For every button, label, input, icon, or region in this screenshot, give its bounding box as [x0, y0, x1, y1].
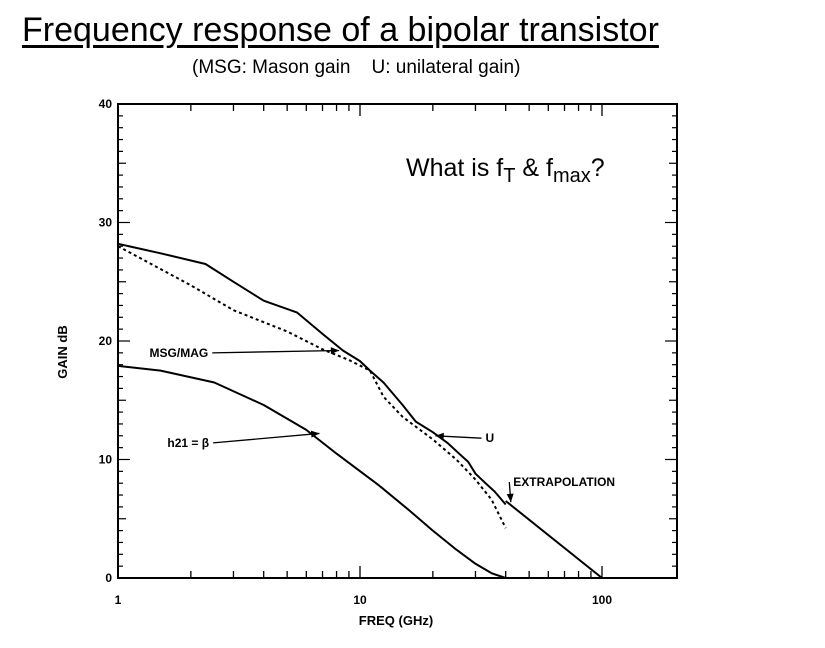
y-axis-label: GAIN dB — [55, 325, 70, 378]
annotation-arrowhead-h21 — [310, 430, 320, 438]
question-sub-max: max — [553, 165, 591, 187]
annotation-label-u: U — [485, 431, 494, 445]
axis-ticks — [118, 104, 677, 578]
annotation-label-msg-mag: MSG/MAG — [150, 346, 209, 360]
series-line-u — [117, 242, 507, 506]
annotation-arrowhead-msg-mag — [330, 347, 340, 355]
series-line-extrapolation — [505, 500, 603, 579]
annotation-leader-h21 — [213, 432, 320, 444]
annotation-label-h21: h21 = β — [167, 436, 209, 450]
x-tick-label: 10 — [353, 593, 367, 607]
y-tick-label: 0 — [105, 571, 112, 585]
page-subtitle: (MSG: Mason gain U: unilateral gain) — [192, 57, 521, 78]
annotation-leader-msg-mag — [212, 349, 340, 354]
y-tick-label: 10 — [99, 453, 113, 467]
y-tick-label: 30 — [99, 216, 113, 230]
y-tick-label: 20 — [99, 334, 113, 348]
question-text: What is fT & fmax? — [406, 154, 605, 187]
question-suffix: ? — [591, 154, 605, 182]
annotation-label-extrapolation: EXTRAPOLATION — [513, 475, 615, 489]
question-sub-t: T — [503, 165, 515, 187]
page-title: Frequency response of a bipolar transist… — [22, 11, 659, 49]
series-line-msg-mag — [117, 245, 507, 529]
axis-tick-labels: 1 10 100 0 10 20 30 40 — [99, 97, 613, 607]
y-tick-label: 40 — [99, 97, 113, 111]
series-group — [117, 242, 603, 579]
question-middle: & f — [515, 154, 553, 182]
annotation-group: MSG/MAG h21 = β U EXTRAPOLATION — [150, 346, 615, 503]
annotation-arrowhead-extrapolation — [506, 493, 514, 503]
x-tick-label: 100 — [592, 593, 612, 607]
x-axis-label: FREQ (GHz) — [359, 613, 433, 628]
x-tick-label: 1 — [115, 593, 122, 607]
series-line-h21 — [117, 364, 507, 579]
question-prefix: What is f — [406, 154, 503, 182]
annotation-arrowhead-u — [435, 432, 444, 440]
